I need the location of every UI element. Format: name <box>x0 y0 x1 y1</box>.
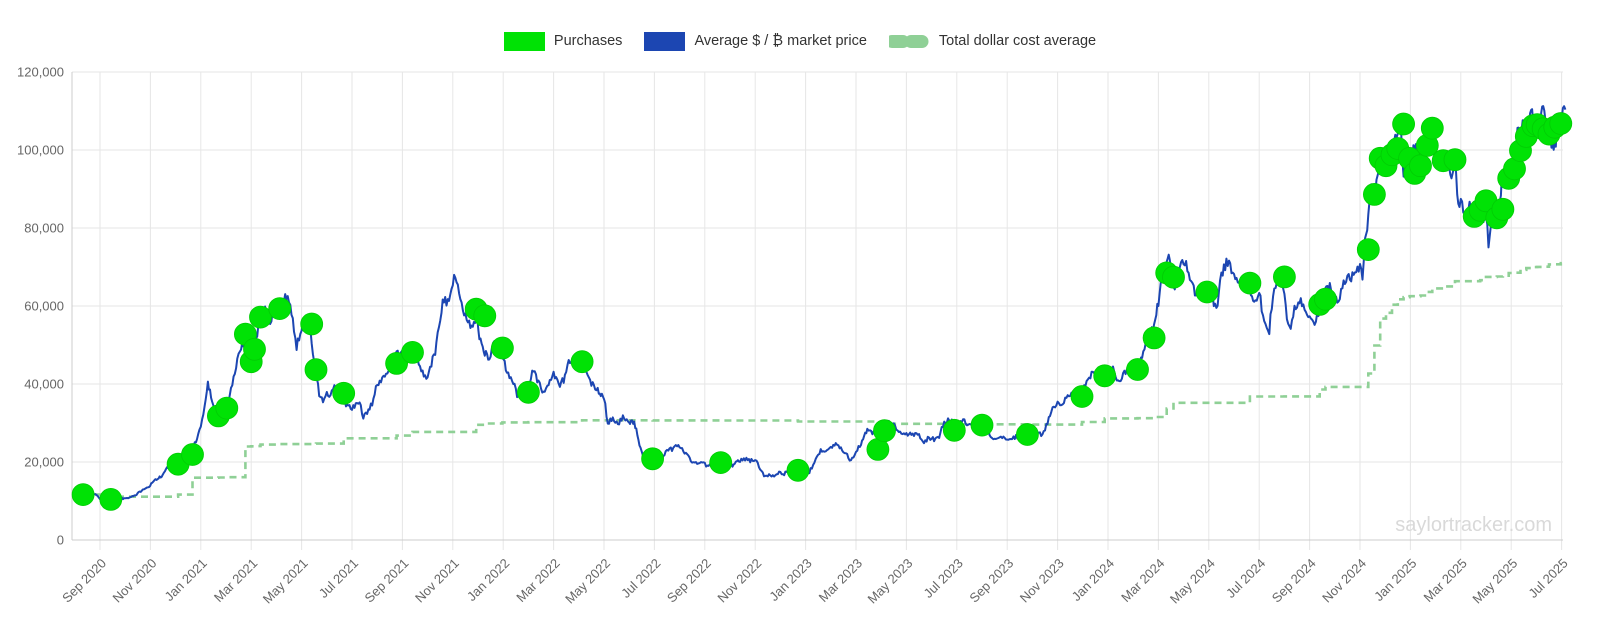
purchase-dot[interactable] <box>1238 271 1262 295</box>
purchase-dot[interactable] <box>1162 265 1185 289</box>
purchase-dot[interactable] <box>215 396 239 420</box>
x-axis-label: May 2025 <box>1469 556 1520 607</box>
x-axis-label: May 2024 <box>1167 556 1218 607</box>
y-axis-label: 100,000 <box>17 143 64 158</box>
x-axis-label: Sep 2022 <box>664 556 714 606</box>
purchase-dot[interactable] <box>304 358 328 382</box>
purchase-dot[interactable] <box>1016 423 1039 446</box>
purchase-dot[interactable] <box>71 483 95 507</box>
purchase-dot[interactable] <box>1420 116 1444 140</box>
x-axis-label: Mar 2021 <box>211 556 260 605</box>
x-axis-label: Jul 2024 <box>1223 556 1268 601</box>
y-axis-label: 80,000 <box>24 221 64 236</box>
purchases-swatch-icon <box>503 31 545 51</box>
purchase-dot[interactable] <box>1195 280 1219 304</box>
x-axis-label: Jul 2021 <box>316 556 361 601</box>
purchase-dot[interactable] <box>1409 154 1432 178</box>
purchase-dot[interactable] <box>300 312 324 336</box>
purchase-dot[interactable] <box>570 350 594 374</box>
purchase-dot[interactable] <box>873 419 896 443</box>
x-axis-label: Mar 2023 <box>816 556 865 605</box>
x-axis-label: Jan 2021 <box>161 556 209 604</box>
purchase-dot[interactable] <box>1273 265 1296 289</box>
x-axis-label: Mar 2024 <box>1118 556 1167 605</box>
x-axis-label: Mar 2022 <box>513 556 562 605</box>
purchase-dot[interactable] <box>243 337 266 361</box>
purchase-dot[interactable] <box>970 413 994 437</box>
purchase-dot[interactable] <box>1363 182 1386 206</box>
x-axis-label: Jan 2025 <box>1371 556 1419 604</box>
x-axis-label: Nov 2020 <box>110 556 160 606</box>
y-axis-label: 40,000 <box>24 377 64 392</box>
dca-line[interactable] <box>83 261 1567 498</box>
x-axis-label: May 2023 <box>865 556 916 607</box>
purchase-dot[interactable] <box>99 487 123 511</box>
purchase-dot[interactable] <box>1126 358 1149 381</box>
x-axis-label: May 2022 <box>562 556 613 607</box>
legend-item-market-price[interactable]: Average $ / ₿ market price <box>644 31 867 51</box>
purchases-series <box>71 112 1573 511</box>
x-axis-label: Nov 2024 <box>1319 556 1369 606</box>
purchase-dot[interactable] <box>181 443 204 466</box>
purchase-dot[interactable] <box>641 447 664 471</box>
y-axis-label: 20,000 <box>24 455 64 470</box>
purchase-dot[interactable] <box>268 297 292 321</box>
x-axis-label: Sep 2020 <box>59 556 109 606</box>
legend-label-dca: Total dollar cost average <box>938 33 1097 49</box>
purchase-dot[interactable] <box>1142 326 1166 350</box>
purchase-dot[interactable] <box>1392 112 1415 136</box>
purchase-dot[interactable] <box>1314 287 1337 311</box>
y-axis-label: 120,000 <box>17 65 64 80</box>
purchase-dot[interactable] <box>473 304 497 328</box>
purchase-dot[interactable] <box>490 336 514 360</box>
x-axis-label: Sep 2021 <box>362 556 412 606</box>
purchase-dot[interactable] <box>709 451 733 475</box>
purchase-dot[interactable] <box>942 418 966 442</box>
purchase-dot[interactable] <box>1093 364 1117 388</box>
x-axis-label: Mar 2025 <box>1420 556 1469 605</box>
x-axis-label: Jul 2025 <box>1525 556 1570 601</box>
watermark: saylortracker.com <box>1395 514 1552 536</box>
x-axis-label: Jul 2023 <box>921 556 966 601</box>
x-axis-label: Jan 2023 <box>766 556 814 604</box>
purchase-dot[interactable] <box>786 458 810 482</box>
x-axis-label: Jan 2022 <box>464 556 512 604</box>
market-price-line[interactable] <box>82 105 1567 501</box>
x-axis-label: Sep 2024 <box>1269 556 1319 606</box>
x-axis-label: Sep 2023 <box>966 556 1016 606</box>
legend-item-dca[interactable]: Total dollar cost average <box>888 32 1097 51</box>
legend-item-purchases[interactable]: Purchases <box>503 31 623 51</box>
purchase-dot[interactable] <box>249 305 272 329</box>
legend-label-purchases: Purchases <box>553 33 623 49</box>
purchase-dot[interactable] <box>1443 148 1467 172</box>
purchase-dot[interactable] <box>401 340 424 364</box>
purchase-dot[interactable] <box>1549 112 1573 135</box>
dca-swatch-icon <box>888 34 930 48</box>
x-axis-label: Jan 2024 <box>1069 556 1117 604</box>
purchase-dot[interactable] <box>517 380 540 404</box>
x-axis-label: Nov 2021 <box>412 556 462 606</box>
legend-label-market-price: Average $ / ₿ market price <box>694 33 867 49</box>
purchase-dot[interactable] <box>1356 238 1380 262</box>
market-price-swatch-icon <box>644 31 686 51</box>
purchase-dot[interactable] <box>1070 385 1094 408</box>
purchase-dot[interactable] <box>1491 197 1515 221</box>
chart-legend: Purchases Average $ / ₿ market price Tot… <box>0 28 1600 54</box>
purchase-dot[interactable] <box>332 381 356 405</box>
y-axis-label: 0 <box>57 533 64 548</box>
x-axis-label: May 2021 <box>260 556 311 607</box>
x-axis-label: Nov 2023 <box>1017 556 1067 606</box>
purchase-dot[interactable] <box>385 351 409 375</box>
y-axis-label: 60,000 <box>24 299 64 314</box>
x-axis-label: Jul 2022 <box>618 556 663 601</box>
x-axis-label: Nov 2022 <box>714 556 764 606</box>
